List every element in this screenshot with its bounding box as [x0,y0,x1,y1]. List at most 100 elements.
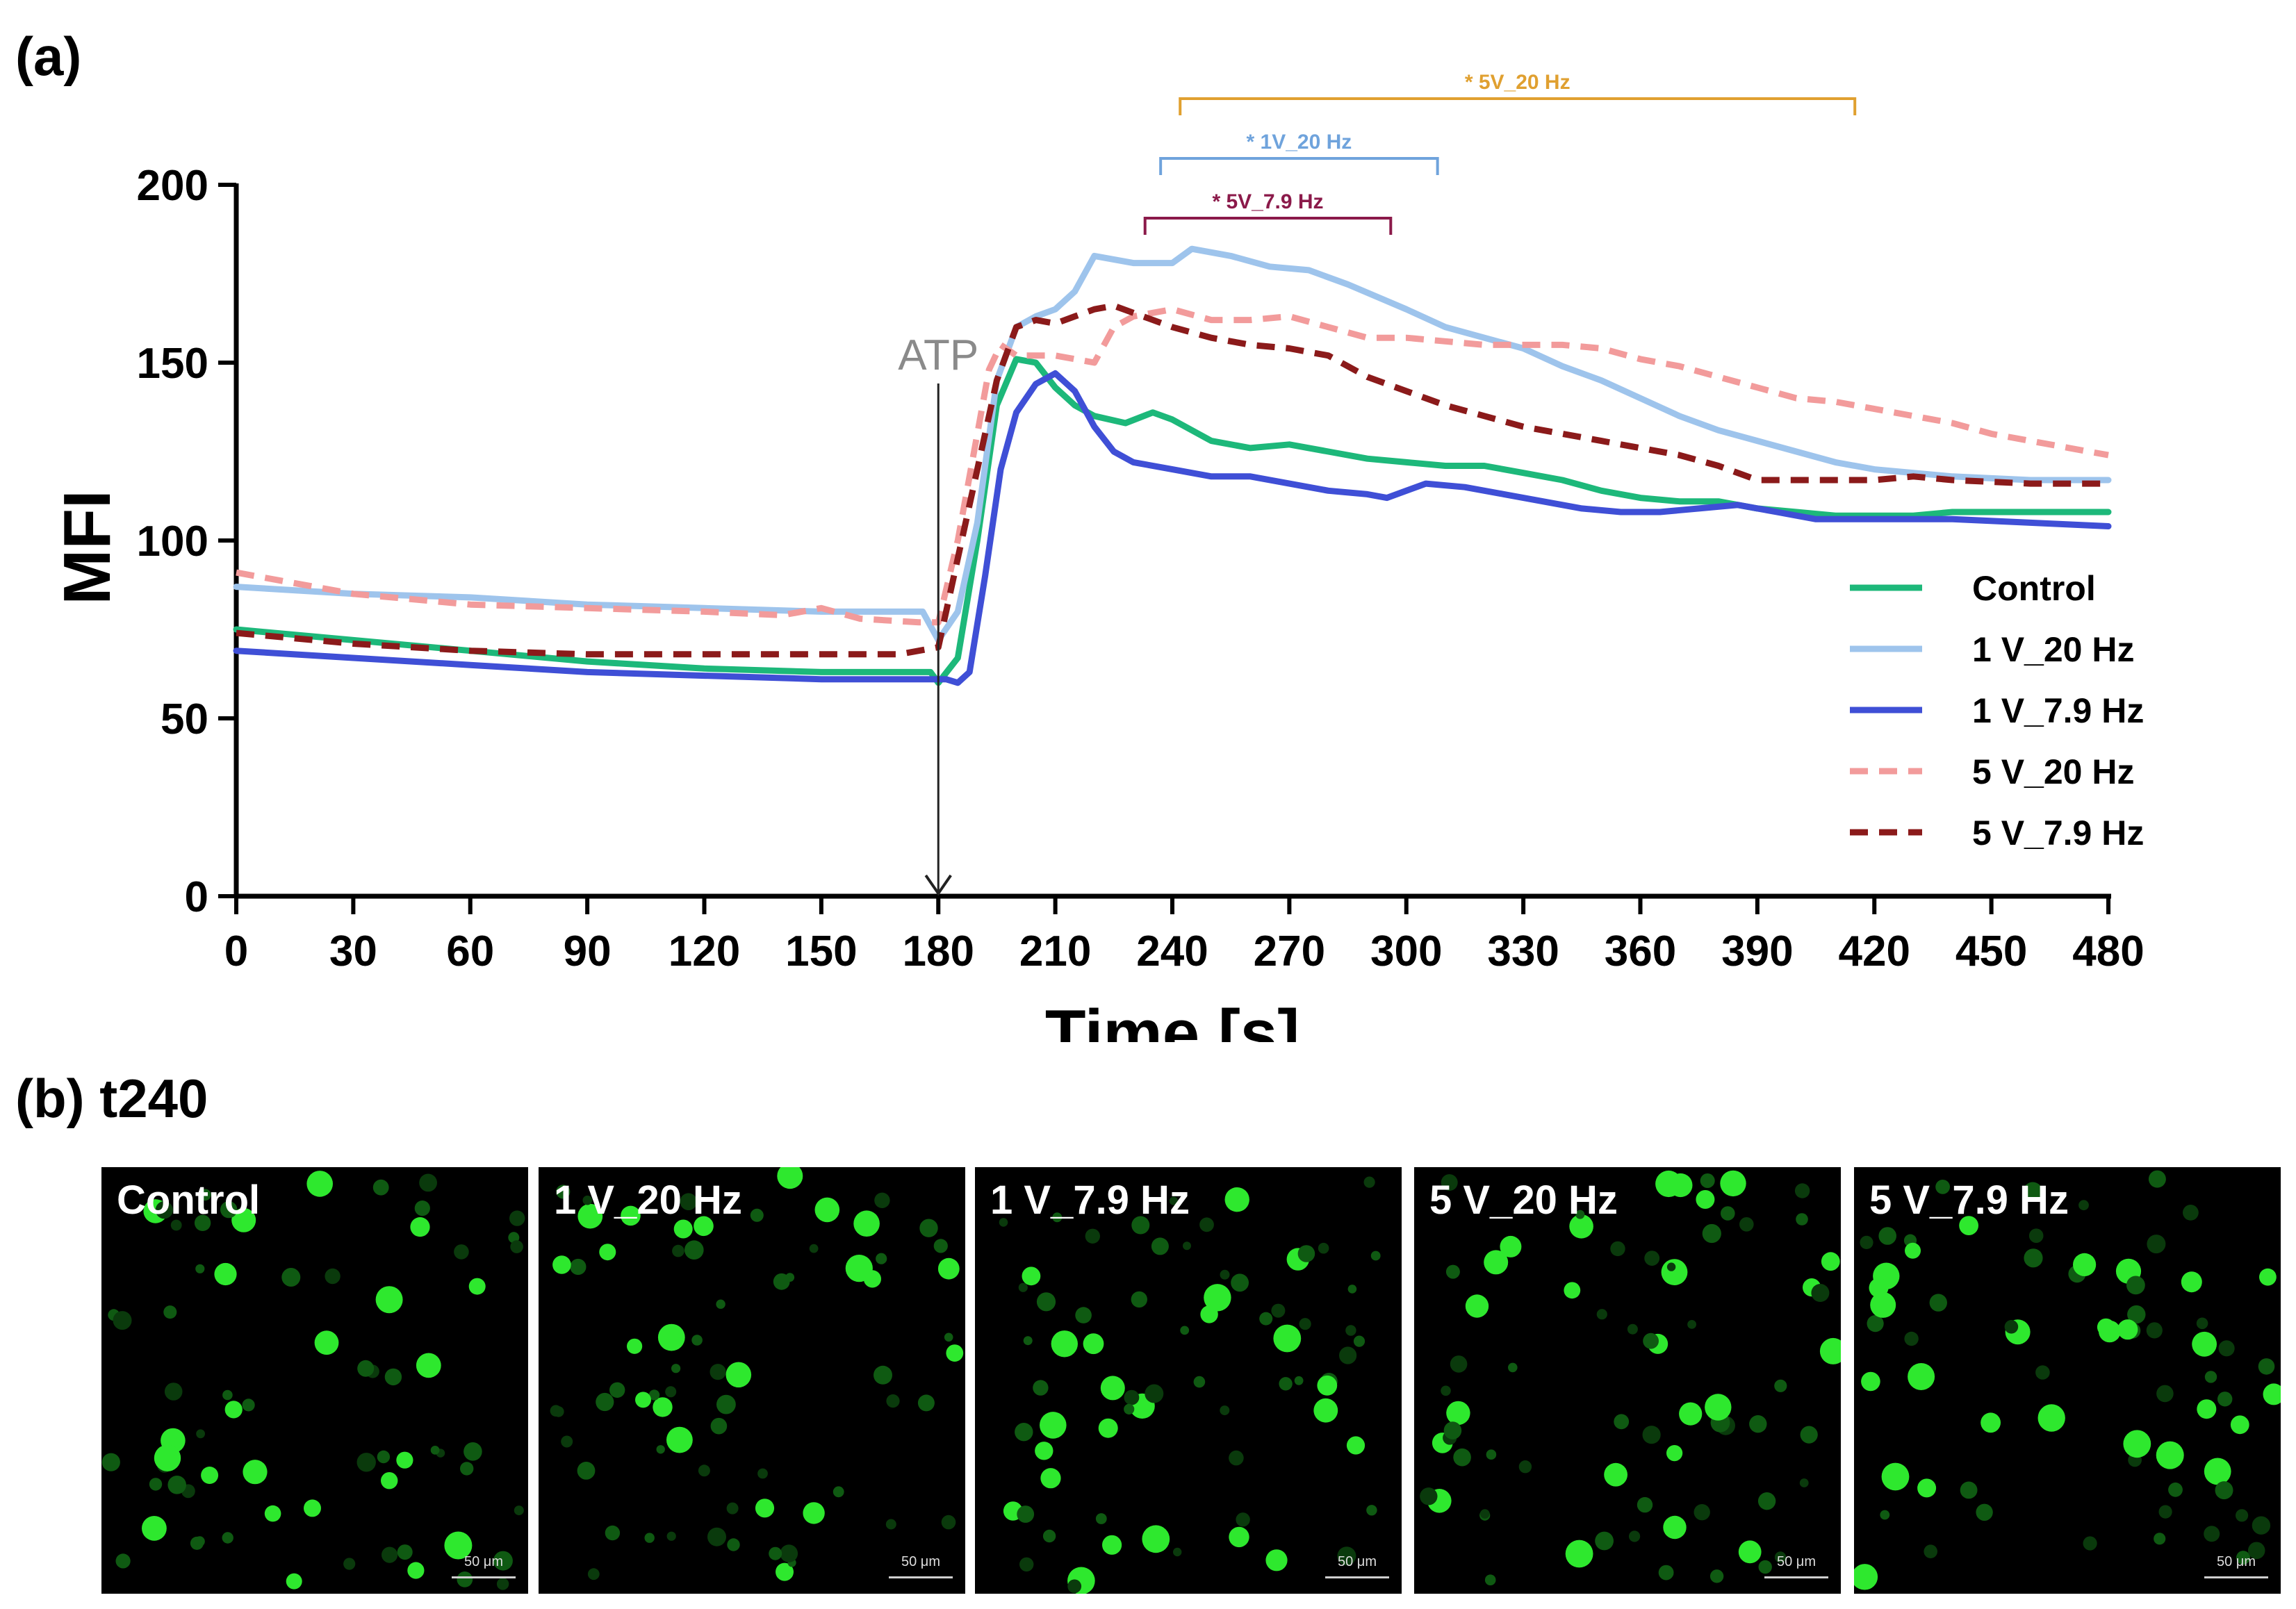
cell-spot [777,1167,803,1189]
cell-spot [264,1505,281,1522]
cell-spot [2126,1276,2145,1295]
cell-spot [1658,1565,1674,1581]
cell-spot [691,1335,703,1346]
cell-spot [306,1171,334,1197]
cell-spot [1339,1346,1357,1364]
cell-spot [1169,1196,1178,1205]
cell-spot [1040,1412,1067,1439]
micrograph-label: Control [117,1178,261,1223]
cell-spot [1142,1525,1170,1553]
cell-spot [2204,1458,2231,1485]
micrograph-image [1420,1170,1841,1585]
cell-spot [1297,1245,1315,1262]
cell-spot [1518,1460,1532,1474]
y-tick-label: 0 [185,873,208,921]
cell-spot [1420,1487,1438,1505]
x-tick-label: 330 [1487,927,1559,975]
cell-spot [605,1525,621,1541]
cell-spot [1738,1540,1762,1564]
legend-label: 1 V_7.9 Hz [1972,691,2144,730]
x-tick-label: 90 [564,927,612,975]
cell-spot [1643,1332,1659,1349]
cell-spot [596,1392,614,1412]
y-axis-title: MFI [50,490,124,604]
cell-spot [454,1244,469,1260]
cell-spot [243,1460,268,1485]
cell-spot [164,1383,183,1401]
significance-label: * 1V_20 Hz [1247,131,1352,154]
cell-spot [1313,1398,1338,1423]
cell-spot [1666,1262,1676,1271]
cell-spot [194,1214,211,1231]
cell-spot [1035,1442,1053,1460]
cell-spot [2215,1481,2233,1500]
x-tick-label: 480 [2072,927,2144,975]
cell-spot [874,1365,892,1385]
cell-spot [2078,1200,2089,1211]
cell-spot [195,1264,205,1273]
cell-spot [1565,1540,1593,1568]
cell-spot [1721,1206,1735,1221]
cell-spot [1443,1421,1462,1439]
cell-spot [769,1546,782,1560]
cell-spot [1224,1187,1249,1212]
cell-spot [1052,1212,1063,1223]
cell-spot [710,1364,726,1380]
micrograph-image [101,1171,525,1590]
cell-spot [1347,1285,1357,1294]
cell-spot [343,1558,356,1570]
cell-spot [1317,1375,1338,1396]
micrograph-5v-7-9hz: 5 V_7.9 Hz 50 μm [1854,1167,2281,1594]
atp-arrow-head [924,874,952,896]
scale-bar: 50 μm [889,1554,953,1578]
cell-spot [1758,1560,1772,1574]
cell-spot [1098,1418,1118,1438]
cell-spot [1231,1273,1249,1292]
significance-bracket [1159,157,1439,175]
legend-label: 5 V_7.9 Hz [1972,814,2144,852]
cell-spot [1102,1535,1122,1555]
cell-spot [493,1551,513,1571]
cell-spot [397,1544,413,1560]
cell-spot [561,1435,573,1448]
cell-spot [2023,1182,2043,1202]
cell-spot [1022,1266,1041,1286]
cell-spot [582,1195,593,1205]
cell-spot [1642,1426,1661,1444]
cell-spot [1705,1394,1732,1421]
cell-spot [199,1189,211,1201]
cell-spot [1749,1415,1767,1433]
micrograph-image [999,1176,1381,1594]
cell-spot [556,1185,571,1199]
cell-spot [757,1468,768,1479]
y-tick-label: 150 [137,340,208,388]
significance-label: * 5V_20 Hz [1465,71,1571,94]
cell-spot [1450,1355,1468,1373]
cell-spot [1145,1384,1164,1403]
cell-spot [1220,1269,1230,1280]
cell-spot [2004,1320,2019,1334]
cell-spot [224,1401,243,1419]
cell-spot [2204,1371,2217,1383]
cell-spot [1229,1450,1244,1466]
micrograph-1v-20hz: 1 V_20 Hz 50 μm [539,1167,965,1594]
cell-spot [1596,1309,1607,1320]
cell-spot [2127,1305,2146,1324]
cell-spot [384,1368,402,1386]
cell-spot [357,1360,375,1377]
cell-spot [1819,1337,1841,1364]
cell-spot [1796,1213,1808,1226]
cell-spot [657,1323,685,1351]
cell-spot [2259,1268,2277,1286]
cell-spot [933,1239,948,1253]
cell-spot [814,1197,840,1223]
cell-spot [653,1397,673,1417]
x-tick-label: 210 [1019,927,1091,975]
scale-bar-text: 50 μm [1777,1554,1816,1569]
cell-spot [587,1568,600,1581]
cell-spot [2252,1516,2271,1535]
cell-spot [1774,1551,1787,1563]
cell-spot [304,1499,321,1517]
cell-spot [1236,1512,1250,1527]
cell-spot [1687,1320,1696,1329]
